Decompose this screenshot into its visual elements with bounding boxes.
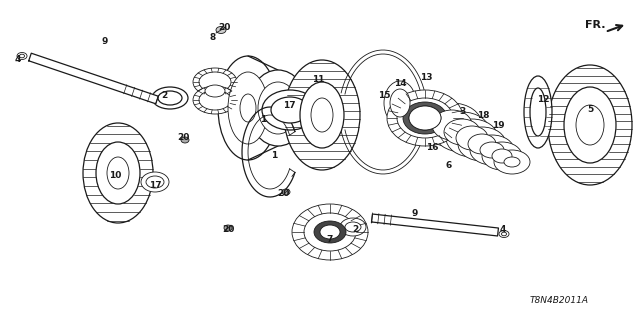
Text: 19: 19	[492, 121, 504, 130]
Ellipse shape	[409, 106, 441, 130]
Ellipse shape	[19, 54, 24, 58]
Ellipse shape	[480, 142, 504, 158]
Text: 15: 15	[378, 91, 390, 100]
Ellipse shape	[422, 103, 482, 147]
Ellipse shape	[271, 97, 309, 123]
Text: 18: 18	[477, 110, 489, 119]
Ellipse shape	[340, 218, 366, 236]
Text: 3: 3	[460, 108, 466, 116]
Text: 2: 2	[161, 91, 167, 100]
Ellipse shape	[300, 82, 344, 148]
Ellipse shape	[548, 65, 632, 185]
Ellipse shape	[141, 172, 169, 192]
Ellipse shape	[320, 225, 340, 239]
Ellipse shape	[524, 76, 552, 148]
Text: 14: 14	[394, 78, 406, 87]
Ellipse shape	[458, 127, 506, 161]
Ellipse shape	[304, 213, 356, 251]
Text: 2: 2	[352, 226, 358, 235]
Ellipse shape	[444, 119, 480, 145]
Ellipse shape	[224, 225, 232, 231]
Ellipse shape	[470, 135, 514, 165]
Ellipse shape	[17, 52, 27, 60]
Ellipse shape	[403, 102, 447, 134]
Ellipse shape	[494, 150, 530, 174]
Ellipse shape	[199, 72, 231, 92]
Text: 20: 20	[218, 23, 230, 33]
Text: 7: 7	[327, 236, 333, 244]
Ellipse shape	[258, 82, 298, 134]
Ellipse shape	[284, 60, 360, 170]
Ellipse shape	[282, 189, 290, 195]
Ellipse shape	[181, 137, 189, 143]
Ellipse shape	[146, 176, 164, 188]
Ellipse shape	[240, 94, 256, 122]
Ellipse shape	[397, 98, 453, 138]
Ellipse shape	[311, 98, 333, 132]
Text: 20: 20	[222, 226, 234, 235]
Ellipse shape	[468, 134, 496, 154]
Polygon shape	[29, 53, 158, 104]
Ellipse shape	[152, 87, 188, 109]
Text: 1: 1	[271, 150, 277, 159]
Ellipse shape	[158, 91, 182, 105]
Ellipse shape	[205, 85, 225, 97]
Text: FR.: FR.	[585, 20, 605, 30]
Text: 20: 20	[177, 133, 189, 142]
Ellipse shape	[345, 222, 361, 232]
Ellipse shape	[107, 157, 129, 189]
Text: 17: 17	[148, 180, 161, 189]
Ellipse shape	[492, 149, 512, 163]
Ellipse shape	[504, 157, 520, 167]
Ellipse shape	[482, 142, 522, 170]
Text: 13: 13	[420, 74, 432, 83]
Text: 1: 1	[260, 116, 266, 124]
Ellipse shape	[292, 204, 368, 260]
Ellipse shape	[248, 70, 308, 146]
Text: 4: 4	[500, 226, 506, 235]
Text: 17: 17	[283, 100, 295, 109]
Ellipse shape	[314, 221, 346, 243]
Ellipse shape	[434, 112, 490, 152]
Ellipse shape	[199, 90, 231, 110]
Text: 4: 4	[15, 55, 21, 65]
Text: 9: 9	[102, 37, 108, 46]
Ellipse shape	[499, 230, 509, 237]
Ellipse shape	[390, 89, 410, 117]
Ellipse shape	[218, 56, 278, 160]
Ellipse shape	[432, 110, 472, 140]
Text: 16: 16	[426, 143, 438, 153]
Ellipse shape	[530, 88, 546, 136]
Ellipse shape	[96, 142, 140, 204]
Ellipse shape	[262, 90, 318, 130]
Ellipse shape	[409, 106, 441, 130]
Polygon shape	[372, 214, 499, 236]
Text: 20: 20	[277, 188, 289, 197]
Ellipse shape	[83, 123, 153, 223]
Text: 12: 12	[537, 95, 549, 105]
Ellipse shape	[576, 105, 604, 145]
Ellipse shape	[384, 81, 416, 125]
Ellipse shape	[228, 72, 268, 144]
Text: 6: 6	[446, 161, 452, 170]
Text: T8N4B2011A: T8N4B2011A	[530, 296, 589, 305]
Text: 8: 8	[210, 34, 216, 43]
Text: 9: 9	[412, 209, 418, 218]
Ellipse shape	[446, 119, 498, 157]
Text: 11: 11	[312, 76, 324, 84]
Ellipse shape	[564, 87, 616, 163]
Ellipse shape	[193, 68, 237, 96]
Ellipse shape	[387, 90, 463, 146]
Ellipse shape	[193, 86, 237, 114]
Ellipse shape	[456, 126, 488, 150]
Ellipse shape	[216, 27, 226, 34]
Ellipse shape	[502, 232, 506, 236]
Text: 10: 10	[109, 171, 121, 180]
Text: 5: 5	[587, 106, 593, 115]
